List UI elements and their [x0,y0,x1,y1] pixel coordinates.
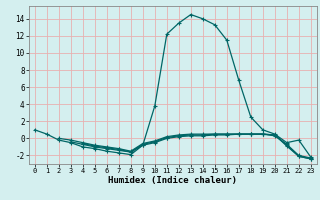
X-axis label: Humidex (Indice chaleur): Humidex (Indice chaleur) [108,176,237,185]
